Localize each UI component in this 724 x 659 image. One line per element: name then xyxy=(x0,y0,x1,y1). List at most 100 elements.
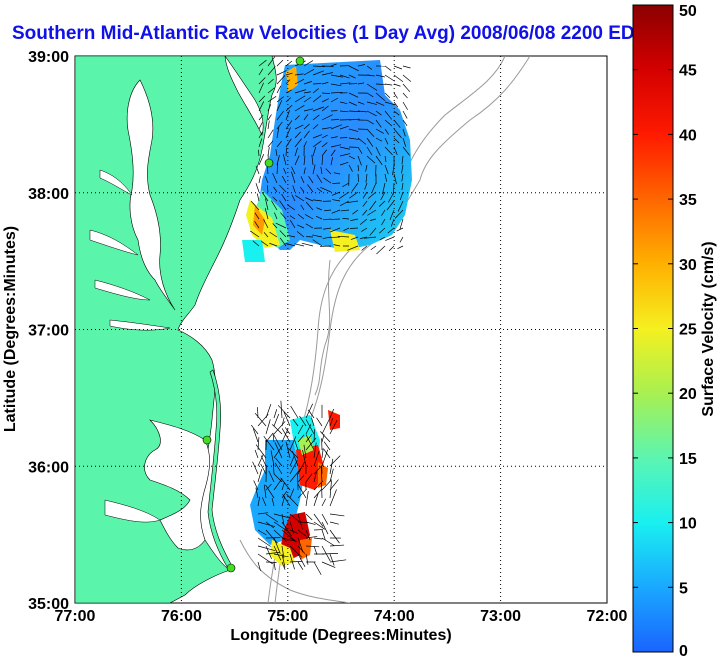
velocity-vector xyxy=(357,146,363,154)
velocity-vectors xyxy=(250,56,412,575)
velocity-vector xyxy=(312,70,325,76)
velocity-vector xyxy=(330,124,343,130)
velocity-vector xyxy=(276,140,282,148)
velocity-vector xyxy=(273,553,287,557)
velocity-vector xyxy=(399,236,404,243)
velocity-vector xyxy=(364,182,368,190)
velocity-vector xyxy=(351,182,359,192)
velocity-vector xyxy=(305,513,313,521)
velocity-vector xyxy=(294,115,300,121)
velocity-vector xyxy=(257,561,261,571)
velocity-vector xyxy=(286,234,296,238)
velocity-vector xyxy=(303,69,315,76)
velocity-vector xyxy=(303,96,312,103)
velocity-vector xyxy=(276,127,280,139)
velocity-vector xyxy=(366,137,374,147)
velocity-vector xyxy=(385,236,395,241)
velocity-vector xyxy=(297,529,307,537)
velocity-vector xyxy=(294,78,305,85)
velocity-vector xyxy=(339,200,350,207)
velocity-vector xyxy=(346,200,359,204)
velocity-vector xyxy=(255,487,259,499)
velocity-vector xyxy=(265,198,269,211)
velocity-vector xyxy=(313,492,319,507)
velocity-vector xyxy=(384,146,393,156)
velocity-vector xyxy=(281,428,289,443)
velocity-vector xyxy=(316,207,323,211)
velocity-vector xyxy=(250,424,259,435)
velocity-vector xyxy=(281,553,286,568)
y-tick-labels: 39:00 38:00 37:00 36:00 35:00 xyxy=(28,49,69,613)
velocity-vector xyxy=(285,79,291,85)
x-tick-label: 77:00 xyxy=(55,608,96,625)
velocity-vector xyxy=(324,209,332,212)
velocity-vector xyxy=(287,204,296,211)
velocity-vector xyxy=(279,184,287,193)
velocity-vector xyxy=(321,114,333,121)
velocity-vector xyxy=(321,92,331,95)
velocity-vector xyxy=(263,484,267,499)
velocity-vector xyxy=(257,537,271,547)
velocity-vector xyxy=(258,95,266,103)
velocity-vector xyxy=(297,553,306,567)
velocity-vector xyxy=(265,403,272,419)
velocity-vector xyxy=(289,521,295,535)
velocity-vector xyxy=(255,444,267,459)
velocity-vector xyxy=(261,241,269,247)
velocity-vector xyxy=(381,209,386,216)
map-title: Southern Mid-Atlantic Raw Velocities (1 … xyxy=(0,20,724,48)
velocity-vector xyxy=(348,101,357,106)
velocity-vector xyxy=(254,221,260,229)
velocity-vector xyxy=(265,513,279,523)
velocity-vector xyxy=(320,187,332,193)
velocity-vector xyxy=(252,428,259,443)
velocity-vector xyxy=(329,544,345,547)
velocity-vector xyxy=(399,191,404,201)
velocity-vector xyxy=(289,545,302,558)
velocity-vector xyxy=(258,101,265,112)
velocity-vector xyxy=(370,218,377,221)
velocity-vector xyxy=(273,537,281,554)
velocity-vector xyxy=(258,59,267,67)
velocity-vector xyxy=(365,173,368,183)
velocity-vector xyxy=(321,561,336,568)
velocity-vector xyxy=(350,218,359,221)
velocity-vector xyxy=(375,128,384,134)
velocity-vector xyxy=(294,243,305,247)
velocity-vector xyxy=(273,545,282,561)
velocity-vector xyxy=(330,149,336,157)
velocity-vector xyxy=(397,245,404,250)
velocity-vector xyxy=(263,219,269,229)
velocity-vector xyxy=(348,65,359,72)
velocity-vector xyxy=(280,477,291,491)
velocity-vector xyxy=(384,137,389,145)
x-tick-labels: 77:00 76:00 75:00 74:00 73:00 72:00 xyxy=(55,608,628,625)
velocity-vector xyxy=(258,154,265,166)
velocity-vector xyxy=(401,182,404,190)
velocity-vector xyxy=(281,496,286,507)
velocity-vector xyxy=(339,82,351,85)
velocity-vector xyxy=(281,513,285,526)
velocity-vector xyxy=(267,104,272,112)
velocity-vector xyxy=(384,83,393,86)
velocity-vector xyxy=(279,200,287,211)
velocity-vector xyxy=(294,89,307,94)
velocity-vector xyxy=(347,245,359,251)
velocity-vector xyxy=(366,155,376,164)
velocity-vector xyxy=(275,222,287,229)
velocity-vector xyxy=(279,230,287,238)
velocity-vector xyxy=(291,166,296,175)
velocity-vector xyxy=(289,460,298,475)
velocity-vector xyxy=(323,218,332,221)
velocity-vector xyxy=(305,536,318,539)
velocity-vector xyxy=(313,513,324,527)
velocity-vector xyxy=(393,110,400,116)
velocity-vector xyxy=(258,122,263,130)
velocity-vector xyxy=(362,209,368,216)
velocity-vector xyxy=(384,74,395,82)
velocity-vector xyxy=(272,196,278,202)
velocity-vector xyxy=(258,68,264,76)
velocity-vector xyxy=(312,124,319,130)
velocity-vector xyxy=(303,130,310,139)
velocity-vector xyxy=(313,537,323,540)
